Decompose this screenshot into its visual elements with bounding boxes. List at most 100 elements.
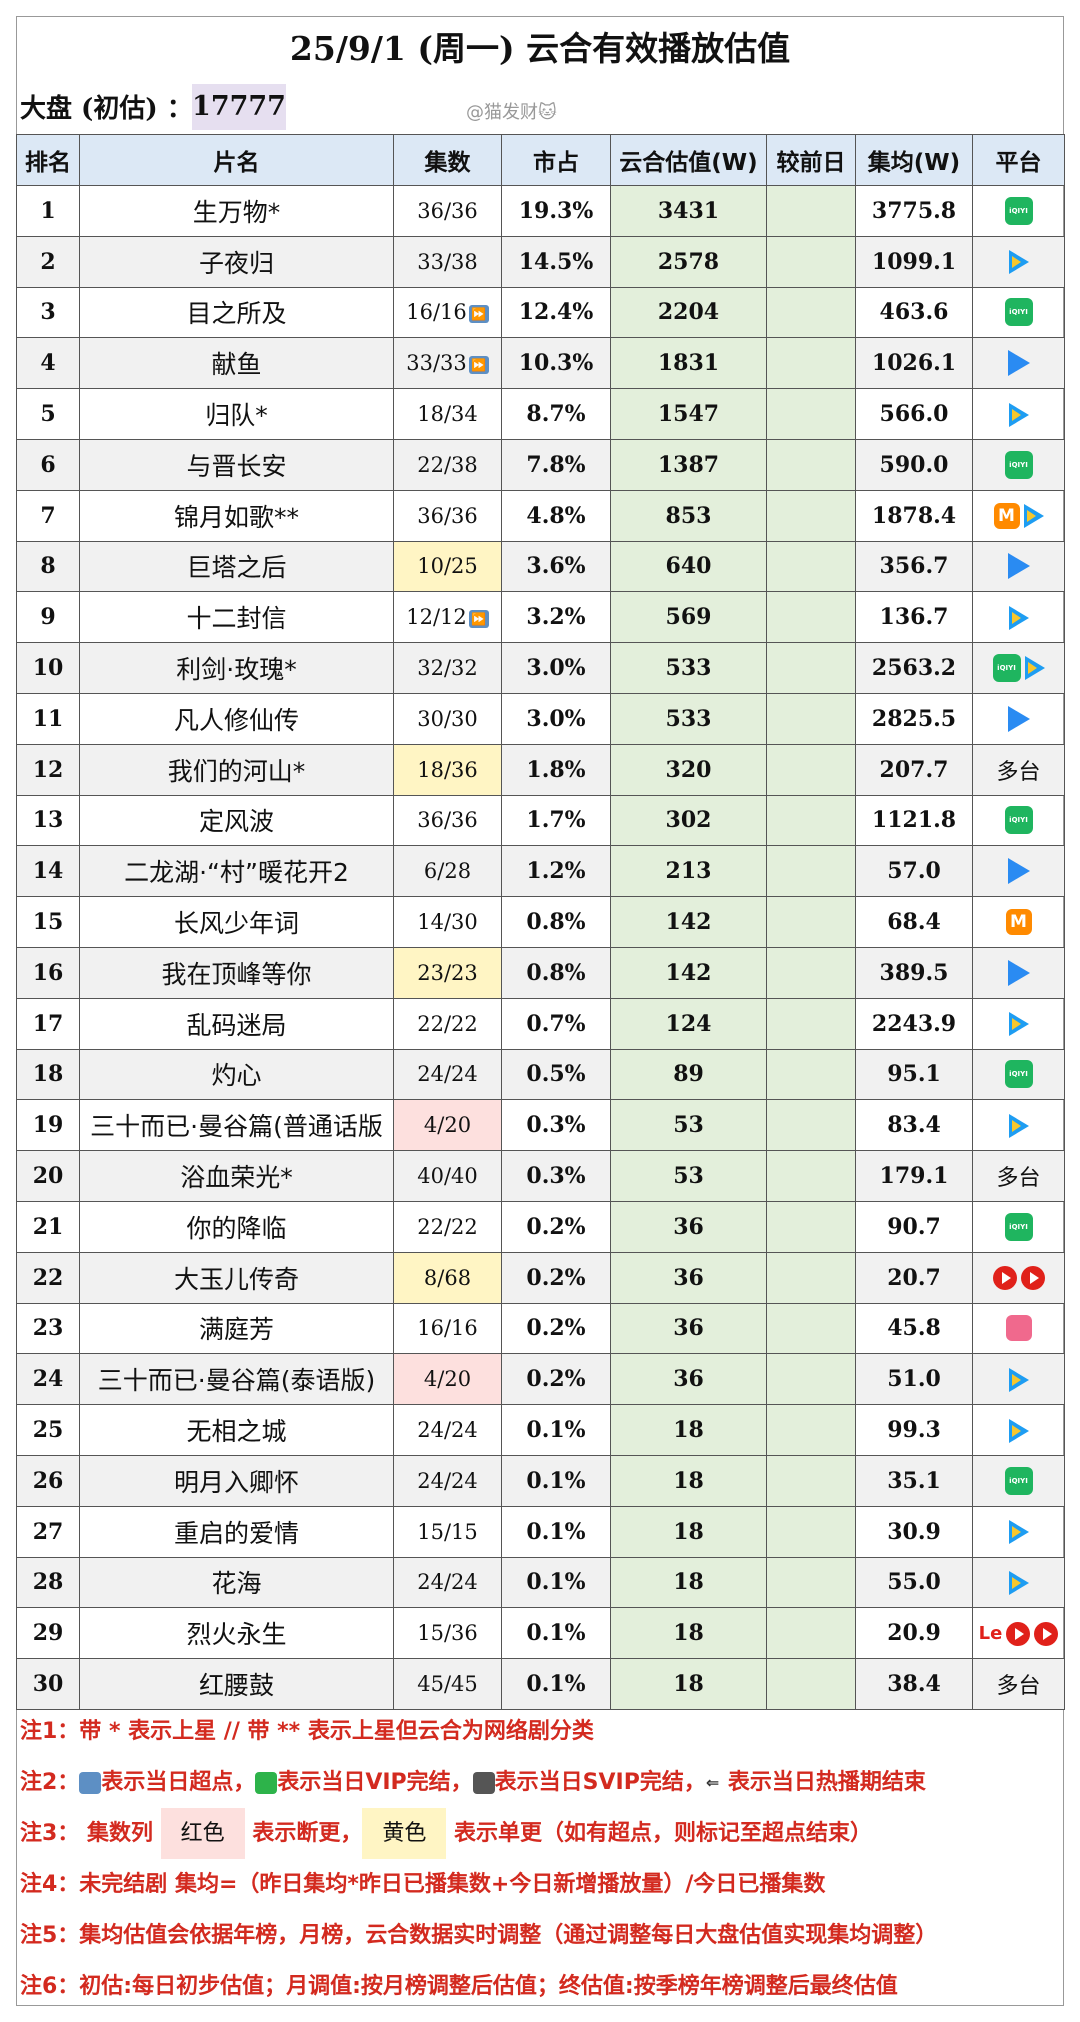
platform-cell	[972, 591, 1065, 644]
episodes-value: 16/16	[406, 300, 467, 325]
rank-cell: 3	[16, 286, 80, 339]
episodes-cell: 30/30	[393, 692, 502, 745]
rank-cell: 23	[16, 1302, 80, 1355]
table-row: 7 锦月如歌** 36/36 4.8% 853 1878.4 M	[16, 489, 1065, 542]
youku-icon	[1007, 959, 1030, 986]
value-cell: 213	[610, 845, 767, 898]
note-3-mid: 表示断更，	[244, 1821, 363, 1846]
value-cell: 533	[610, 642, 767, 694]
title-cell: 长风少年词	[79, 896, 394, 948]
episodes-value: 32/32	[417, 656, 478, 681]
platform-text: 多台	[996, 1674, 1041, 1699]
platform-cell	[972, 235, 1065, 288]
delta-cell	[766, 1302, 856, 1355]
delta-cell	[766, 1200, 856, 1253]
iqiyi-icon: iQIYI	[1004, 196, 1033, 225]
title-cell: 红腰鼓	[79, 1658, 394, 1710]
episodes-cell: 24/24	[393, 1404, 502, 1456]
episodes-value: 8/68	[423, 1265, 472, 1290]
title-cell: 无相之城	[79, 1404, 394, 1456]
delta-cell	[766, 1251, 856, 1304]
mgtv-icon: M	[1005, 909, 1032, 936]
rank-cell: 24	[16, 1353, 80, 1406]
value-cell: 3431	[610, 185, 767, 237]
episodes-cell: 24/24	[393, 1454, 502, 1507]
delta-cell	[766, 1404, 856, 1456]
le-icon: Le	[978, 1623, 1003, 1645]
share-cell: 0.2%	[501, 1302, 611, 1355]
episodes-cell: 14/30	[393, 896, 502, 948]
episodes-value: 22/38	[417, 452, 478, 477]
episodes-cell: 18/36	[393, 743, 502, 796]
rank-cell: 7	[16, 489, 80, 542]
rank-cell: 15	[16, 896, 80, 948]
delta-cell	[766, 1150, 856, 1202]
episodes-value: 36/36	[417, 198, 478, 223]
platform-text: 多台	[996, 1166, 1041, 1192]
title-cell: 献鱼	[79, 337, 394, 390]
rank-cell: 26	[16, 1454, 80, 1507]
platform-cell	[972, 1404, 1065, 1456]
header-delta: 较前日	[766, 134, 856, 186]
value-cell: 18	[610, 1658, 767, 1710]
delta-cell	[766, 388, 856, 440]
share-cell: 3.0%	[501, 642, 611, 694]
share-cell: 0.2%	[501, 1251, 611, 1304]
title-cell: 巨塔之后	[79, 540, 394, 593]
episodes-value: 22/22	[417, 1214, 478, 1239]
youku-icon	[1007, 858, 1030, 885]
tencent-icon	[1008, 1418, 1029, 1443]
value-cell: 1831	[610, 337, 767, 390]
share-cell: 19.3%	[501, 185, 611, 237]
value-cell: 640	[610, 540, 767, 593]
iqiyi-icon: iQIYI	[1004, 298, 1033, 327]
rank-cell: 12	[16, 743, 80, 796]
cctv-icon	[1020, 1266, 1045, 1291]
tencent-icon	[1008, 605, 1029, 630]
title-cell: 明月入卿怀	[79, 1454, 394, 1507]
value-cell: 18	[610, 1454, 767, 1507]
note-6: 注6：初估:每日初步估值；月调值:按月榜调整后估值；终估值:按季榜年榜调整后最终…	[20, 1974, 898, 1999]
avg-cell: 136.7	[855, 591, 973, 644]
title-cell: 我在顶峰等你	[79, 946, 394, 999]
episodes-value: 15/15	[417, 1519, 478, 1544]
platform-cell: M	[972, 489, 1065, 542]
rank-cell: 27	[16, 1505, 80, 1558]
episodes-value: 14/30	[417, 910, 478, 935]
header-title: 片名	[79, 134, 394, 186]
title-cell: 烈火永生	[79, 1607, 394, 1660]
iqiyi-icon: iQIYI	[1004, 1466, 1033, 1495]
value-cell: 320	[610, 743, 767, 796]
share-cell: 0.2%	[501, 1200, 611, 1253]
tencent-icon	[1008, 1367, 1029, 1392]
title-cell: 定风波	[79, 794, 394, 847]
episodes-cell: 4/20	[393, 1353, 502, 1406]
share-cell: 10.3%	[501, 337, 611, 390]
platform-cell: iQIYI	[972, 1200, 1065, 1253]
value-cell: 1387	[610, 438, 767, 491]
title-cell: 利剑·玫瑰*	[79, 642, 394, 694]
value-cell: 142	[610, 946, 767, 999]
header-episodes: 集数	[393, 134, 502, 186]
episodes-cell: 15/36	[393, 1607, 502, 1660]
check-grey-icon	[472, 1772, 495, 1794]
platform-cell	[972, 540, 1065, 593]
rank-cell: 14	[16, 845, 80, 898]
delta-cell	[766, 743, 856, 796]
table-row: 15 长风少年词 14/30 0.8% 142 68.4 M	[16, 896, 1065, 948]
note-2-a: 表示当日超点，	[101, 1770, 256, 1795]
table-row: 11 凡人修仙传 30/30 3.0% 533 2825.5	[16, 692, 1065, 745]
table-row: 25 无相之城 24/24 0.1% 18 99.3	[16, 1404, 1065, 1456]
avg-cell: 179.1	[855, 1150, 973, 1202]
share-cell: 1.2%	[501, 845, 611, 898]
table-row: 19 三十而已·曼谷篇(普通话版 4/20 0.3% 53 83.4	[16, 1099, 1065, 1152]
avg-cell: 590.0	[855, 438, 973, 491]
share-cell: 0.1%	[501, 1658, 611, 1710]
rank-cell: 18	[16, 1048, 80, 1101]
share-cell: 0.1%	[501, 1454, 611, 1507]
episodes-cell: 4/20	[393, 1099, 502, 1152]
note-3-red-tag: 红色	[160, 1808, 245, 1859]
share-cell: 1.8%	[501, 743, 611, 796]
episodes-cell: 23/23	[393, 946, 502, 999]
episodes-value: 45/45	[417, 1672, 478, 1696]
